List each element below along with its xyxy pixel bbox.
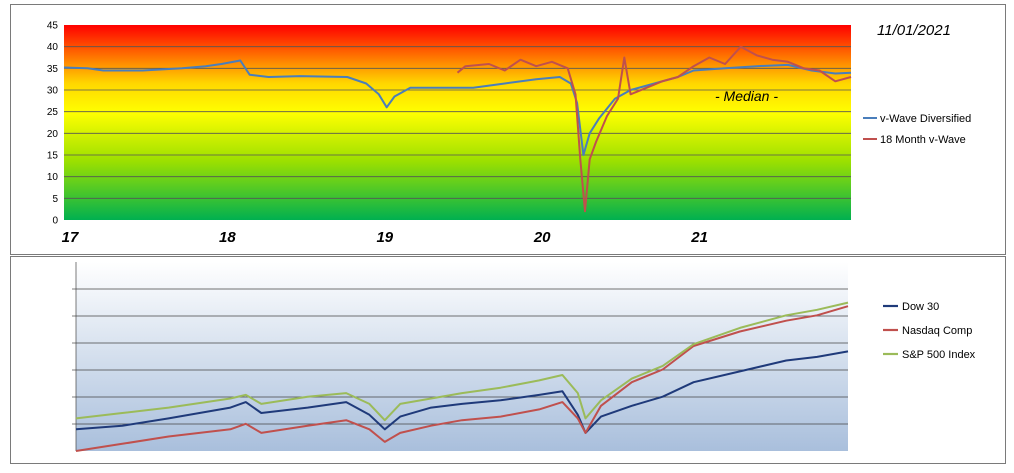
y-tick-label: 40 bbox=[47, 42, 59, 53]
vwave-chart: 0 5 10 15 20 25 30 35 40 45 17 18 19 20 21 11/01/2021… bbox=[47, 21, 971, 247]
series-line bbox=[75, 350, 849, 434]
legend-label: S&P 500 Index bbox=[902, 349, 976, 361]
y-tick-label: 10 bbox=[47, 172, 59, 183]
series-line bbox=[63, 59, 852, 156]
x-tick-label: 21 bbox=[690, 229, 708, 246]
y-tick-label: 0 bbox=[52, 216, 58, 227]
index-chart-panel: Dow 30 Nasdaq Comp S&P 500 Index bbox=[10, 256, 1006, 464]
x-tick-label: 18 bbox=[219, 229, 236, 246]
index-chart: Dow 30 Nasdaq Comp S&P 500 Index bbox=[72, 262, 976, 452]
legend-label: Nasdaq Comp bbox=[902, 325, 972, 337]
legend-label: v-Wave Diversified bbox=[880, 113, 971, 125]
series-line bbox=[456, 45, 852, 213]
x-tick-label: 20 bbox=[533, 229, 551, 246]
y-tick-label: 5 bbox=[52, 194, 58, 205]
series-line bbox=[75, 305, 849, 452]
y-tick-label: 45 bbox=[47, 21, 59, 32]
vwave-chart-panel: 0 5 10 15 20 25 30 35 40 45 17 18 19 20 21 11/01/2021… bbox=[10, 4, 1006, 255]
y-tick-label: 20 bbox=[47, 129, 59, 140]
y-tick-label: 15 bbox=[47, 151, 59, 162]
x-tick-label: 19 bbox=[376, 229, 393, 246]
y-tick-label: 35 bbox=[47, 64, 59, 75]
y-tick-label: 30 bbox=[47, 86, 59, 97]
plot-area bbox=[76, 262, 848, 451]
x-tick-label: 17 bbox=[62, 229, 79, 246]
series-line bbox=[75, 301, 849, 422]
legend-label: Dow 30 bbox=[902, 301, 939, 313]
date-label: 11/01/2021 bbox=[877, 22, 951, 39]
plot-area bbox=[64, 25, 851, 220]
y-tick-label: 25 bbox=[47, 107, 59, 118]
legend-label: 18 Month v-Wave bbox=[880, 134, 966, 146]
median-label: - Median - bbox=[715, 88, 778, 104]
